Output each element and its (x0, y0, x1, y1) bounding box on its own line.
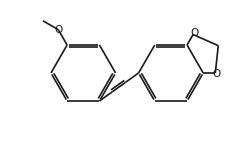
Text: O: O (54, 25, 62, 35)
Text: O: O (212, 69, 220, 79)
Text: O: O (190, 28, 198, 39)
